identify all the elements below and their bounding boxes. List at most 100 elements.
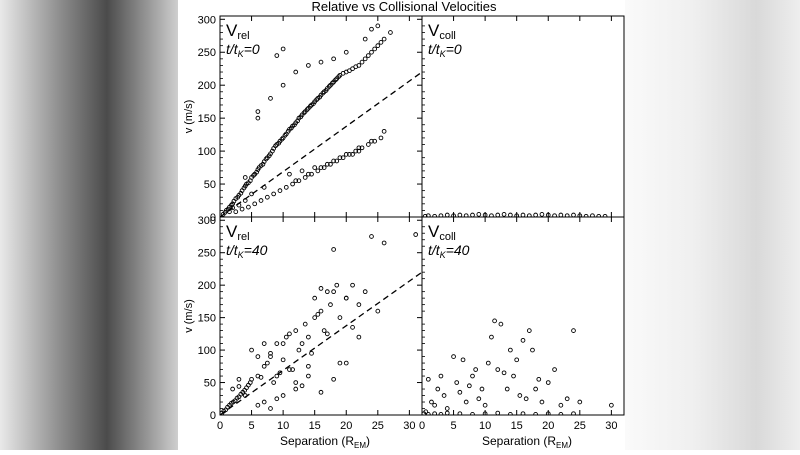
y-tick-label: 100: [198, 146, 216, 158]
data-point: [274, 341, 280, 346]
data-point: [268, 96, 273, 101]
data-point: [230, 205, 235, 211]
y-tick-label: 100: [198, 345, 216, 357]
data-point: [520, 411, 526, 415]
data-point: [526, 328, 532, 333]
data-point: [558, 402, 564, 408]
data-point: [425, 412, 431, 415]
data-point: [536, 376, 542, 382]
panel-label-main: V: [428, 222, 440, 241]
scatter-figure: Relative vs Collisional Velocities 05010…: [183, 0, 625, 450]
x-axis-label-text: Separation (R: [280, 434, 354, 448]
data-point: [274, 396, 280, 402]
data-point: [508, 412, 513, 415]
data-point: [350, 282, 355, 288]
time-label-suffix: =0: [446, 41, 462, 57]
trend-line: [219, 271, 423, 416]
data-point: [343, 152, 349, 157]
data-point: [321, 328, 327, 333]
data-point: [378, 40, 384, 45]
y-tick-label: 150: [198, 113, 216, 125]
data-point: [260, 161, 266, 167]
data-point: [425, 376, 431, 382]
blurred-background-right: [625, 0, 800, 450]
data-point: [343, 49, 349, 55]
time-label-suffix: =40: [446, 242, 470, 258]
data-point: [470, 412, 475, 415]
x-tick-label: 0: [419, 420, 425, 432]
data-point: [388, 30, 393, 35]
data-point: [432, 411, 437, 415]
data-point: [230, 386, 235, 392]
x-tick-label: 5: [249, 420, 255, 432]
data-point: [279, 136, 285, 142]
data-point: [423, 409, 429, 415]
data-point: [258, 374, 264, 380]
data-point: [337, 155, 343, 161]
data-point: [261, 399, 267, 405]
data-point: [444, 410, 450, 415]
data-point: [318, 286, 324, 291]
data-point: [293, 328, 299, 333]
data-point: [369, 49, 374, 55]
data-point: [261, 363, 267, 369]
panel-label-main: V: [226, 222, 238, 241]
data-point: [307, 103, 313, 109]
x-axis-label-suffix: ): [568, 434, 572, 448]
data-point: [328, 302, 333, 307]
data-point: [293, 380, 299, 385]
time-label-subscript: K: [238, 49, 245, 59]
data-point: [321, 165, 327, 170]
data-point: [378, 135, 384, 141]
data-point: [356, 302, 362, 307]
data-point: [489, 213, 494, 217]
data-point: [583, 213, 589, 217]
data-point: [369, 138, 374, 144]
panel-label: Vcoll: [428, 21, 456, 42]
data-point: [296, 347, 302, 353]
time-label: t/tK=40: [428, 242, 470, 260]
data-point: [362, 36, 368, 42]
data-point: [280, 82, 286, 88]
data-point: [309, 350, 314, 356]
data-point: [251, 173, 256, 178]
data-point: [326, 84, 332, 89]
panel-label: Vrel: [226, 21, 250, 42]
data-point: [270, 148, 275, 154]
data-point: [320, 90, 326, 96]
data-point: [460, 357, 466, 363]
data-point: [324, 289, 330, 295]
time-label-prefix: t/t: [428, 41, 441, 57]
y-axis-label: v (m/s): [183, 100, 195, 134]
data-point: [242, 175, 248, 180]
time-label-suffix: =0: [244, 41, 260, 57]
data-point: [451, 354, 456, 359]
panel-label-main: V: [428, 21, 440, 40]
x-tick-label: 30: [605, 420, 617, 432]
data-point: [489, 334, 494, 340]
data-point: [552, 367, 557, 372]
x-tick-label: 10: [479, 420, 491, 432]
data-point: [273, 143, 278, 149]
data-point: [249, 191, 254, 197]
data-point: [508, 347, 513, 353]
time-label-subscript: K: [238, 250, 245, 260]
y-tick-label: 50: [204, 179, 216, 191]
data-point: [337, 360, 343, 366]
y-tick-label: 0: [210, 410, 216, 422]
time-label-prefix: t/t: [226, 41, 239, 57]
data-point: [324, 331, 330, 337]
x-tick-label: 20: [340, 420, 352, 432]
data-point: [514, 213, 520, 217]
panel-label: Vrel: [226, 222, 250, 243]
x-axis-label-subscript: EM: [354, 441, 366, 450]
data-point: [252, 201, 258, 207]
data-point: [545, 380, 551, 385]
data-point: [369, 234, 374, 239]
data-point: [571, 212, 576, 217]
data-point: [350, 152, 355, 157]
data-point: [280, 341, 286, 346]
data-point: [334, 158, 340, 164]
x-tick-label: 20: [542, 420, 554, 432]
